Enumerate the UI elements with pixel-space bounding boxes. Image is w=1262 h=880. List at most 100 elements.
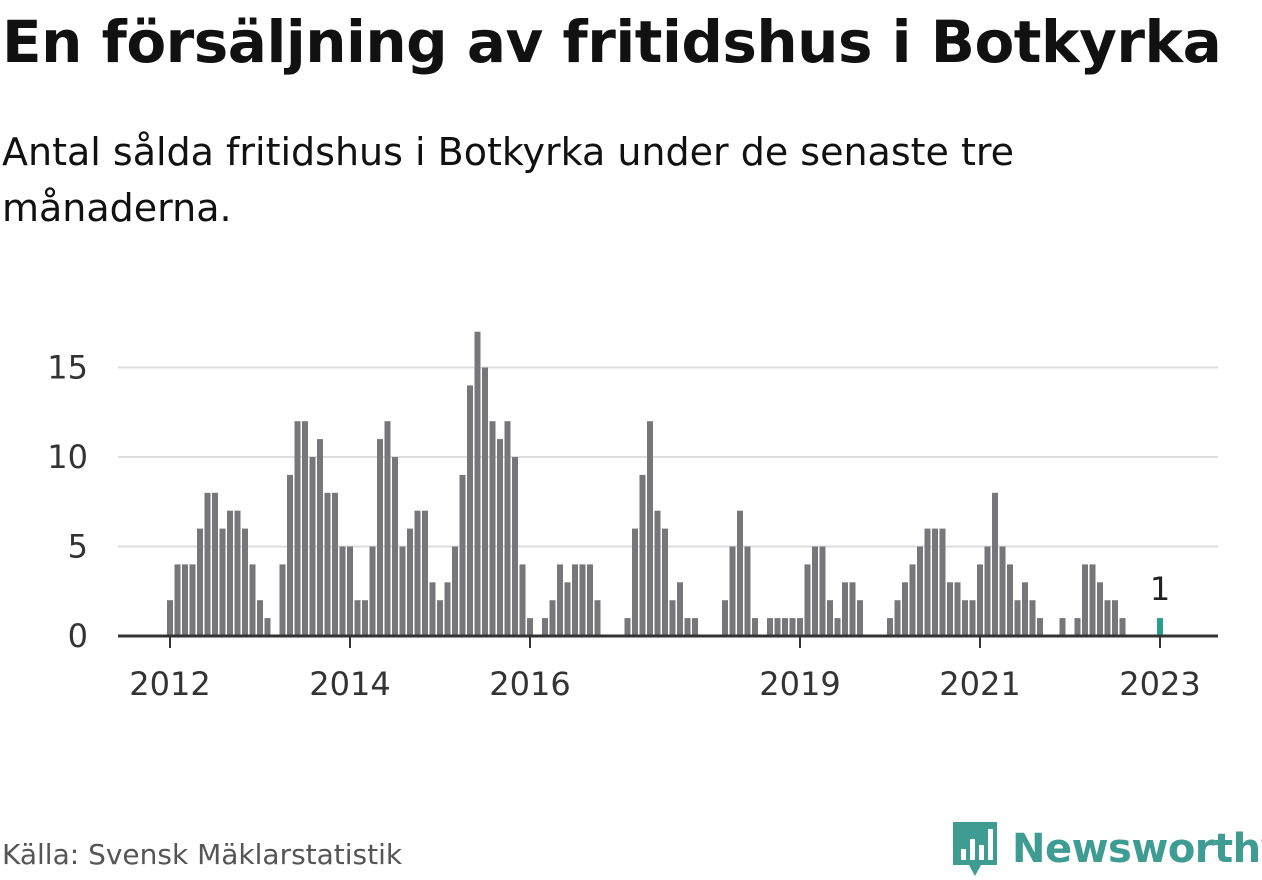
bar bbox=[324, 492, 331, 636]
bar bbox=[1029, 600, 1036, 636]
bar bbox=[722, 600, 728, 636]
bar bbox=[369, 546, 376, 636]
bar bbox=[939, 528, 946, 636]
bar bbox=[909, 564, 916, 636]
x-tick-label: 2012 bbox=[129, 665, 210, 703]
bar bbox=[437, 600, 443, 636]
bar bbox=[932, 528, 938, 636]
bar bbox=[917, 546, 923, 636]
bar bbox=[182, 564, 188, 636]
x-tick-label: 2021 bbox=[939, 665, 1020, 703]
bar bbox=[339, 546, 346, 636]
bar bbox=[647, 421, 653, 636]
annotations: 1 bbox=[1150, 570, 1170, 608]
bar bbox=[594, 600, 601, 636]
bar bbox=[639, 474, 646, 636]
bar bbox=[572, 564, 578, 636]
bar bbox=[744, 546, 751, 636]
newsworthy-logo-icon bbox=[953, 822, 997, 876]
bar bbox=[827, 600, 833, 636]
bar bbox=[347, 546, 353, 636]
x-tick-label: 2014 bbox=[309, 665, 390, 703]
bar bbox=[977, 564, 983, 636]
bar bbox=[407, 528, 413, 636]
bar bbox=[557, 564, 563, 636]
bar bbox=[1074, 618, 1081, 636]
bar bbox=[1007, 564, 1013, 636]
bar bbox=[677, 582, 683, 636]
y-tick-label: 15 bbox=[47, 349, 88, 387]
bar bbox=[767, 618, 773, 636]
bar bbox=[774, 618, 781, 636]
bar bbox=[797, 618, 803, 636]
bar bbox=[279, 564, 286, 636]
bar bbox=[819, 546, 826, 636]
bar bbox=[174, 564, 181, 636]
bar bbox=[669, 600, 676, 636]
bar bbox=[302, 421, 308, 636]
bar bbox=[257, 600, 263, 636]
y-tick-label: 5 bbox=[68, 528, 88, 566]
bar bbox=[1022, 582, 1028, 636]
bar bbox=[429, 582, 436, 636]
bar bbox=[812, 546, 818, 636]
bar bbox=[512, 457, 518, 636]
bar bbox=[497, 439, 503, 636]
bar-value-label: 1 bbox=[1150, 570, 1170, 608]
x-tick-label: 2019 bbox=[759, 665, 840, 703]
bar bbox=[992, 492, 998, 636]
bar bbox=[467, 385, 473, 636]
bar bbox=[354, 600, 361, 636]
bar bbox=[1112, 600, 1118, 636]
bar bbox=[999, 546, 1006, 636]
bar bbox=[444, 582, 451, 636]
bar bbox=[317, 439, 323, 636]
bar bbox=[947, 582, 953, 636]
bar bbox=[197, 528, 203, 636]
bar bbox=[692, 618, 698, 636]
bar bbox=[1059, 618, 1066, 636]
bar bbox=[227, 510, 233, 636]
x-tick-label: 2016 bbox=[489, 665, 570, 703]
bar bbox=[804, 564, 811, 636]
bar bbox=[737, 510, 743, 636]
bar bbox=[894, 600, 901, 636]
bar bbox=[969, 600, 976, 636]
bar bbox=[962, 600, 968, 636]
bar bbox=[834, 618, 841, 636]
bar bbox=[1082, 564, 1088, 636]
bar bbox=[902, 582, 908, 636]
bar bbox=[729, 546, 736, 636]
bar bbox=[849, 582, 856, 636]
bar bbox=[489, 421, 496, 636]
y-tick-label: 0 bbox=[68, 617, 88, 655]
bar bbox=[212, 492, 218, 636]
chart-title: En försäljning av fritidshus i Botkyrka bbox=[2, 8, 1222, 76]
bar bbox=[1157, 618, 1163, 636]
bar bbox=[219, 528, 226, 636]
bars bbox=[167, 331, 1163, 636]
bar bbox=[249, 564, 256, 636]
brand-name: Newsworthy bbox=[1012, 826, 1262, 872]
bar bbox=[1014, 600, 1021, 636]
bar bbox=[399, 546, 406, 636]
bar bbox=[519, 564, 526, 636]
bar bbox=[789, 618, 796, 636]
bar bbox=[167, 600, 173, 636]
bar bbox=[287, 474, 293, 636]
bar bbox=[377, 439, 383, 636]
bar bbox=[309, 457, 316, 636]
bar bbox=[392, 457, 398, 636]
bar bbox=[362, 600, 368, 636]
bar bbox=[587, 564, 593, 636]
bar bbox=[242, 528, 248, 636]
bar bbox=[1097, 582, 1103, 636]
bar bbox=[662, 528, 668, 636]
bar bbox=[954, 582, 961, 636]
bar bbox=[294, 421, 301, 636]
bar bbox=[564, 582, 571, 636]
newsworthy-logo: Newsworthy bbox=[950, 818, 1262, 880]
bar bbox=[632, 528, 638, 636]
bar bbox=[414, 510, 421, 636]
x-tick-label: 2023 bbox=[1119, 665, 1200, 703]
